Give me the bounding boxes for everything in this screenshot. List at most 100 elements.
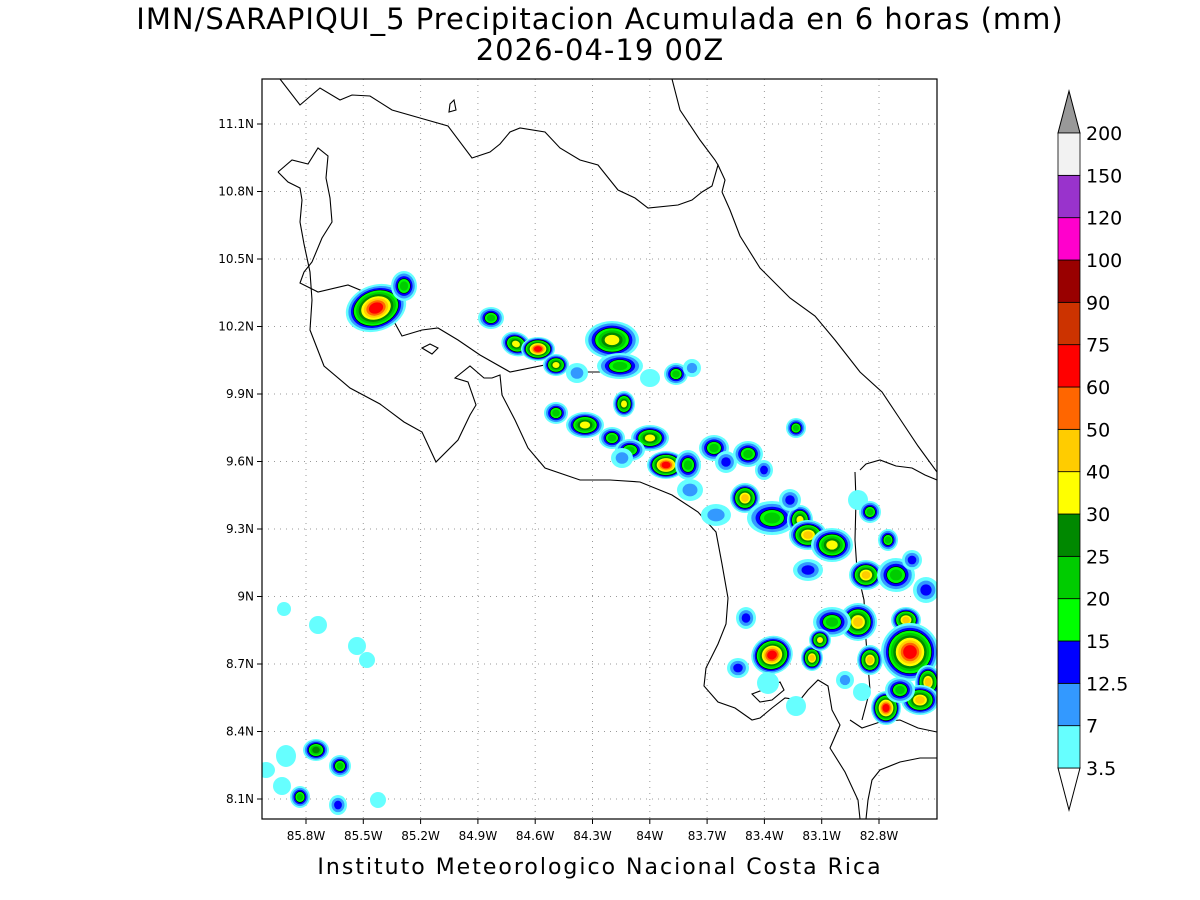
colorbar-swatch bbox=[1057, 555, 1081, 600]
precip-cell bbox=[885, 677, 915, 703]
precip-cell bbox=[566, 363, 588, 383]
precip-cell bbox=[751, 635, 793, 675]
precip-contour-c3 bbox=[757, 672, 779, 694]
colorbar-swatch bbox=[1057, 513, 1081, 557]
lat-tick-label: 9.3N bbox=[226, 522, 254, 536]
lake-cote bbox=[420, 343, 439, 355]
precip-cell bbox=[276, 745, 296, 767]
precip-contour-c3 bbox=[276, 745, 296, 767]
precip-cell bbox=[543, 354, 569, 376]
precip-contour-c20 bbox=[612, 361, 628, 371]
precip-contour-c40 bbox=[809, 654, 815, 662]
colorbar-label: 3.5 bbox=[1086, 758, 1116, 780]
precip-contour-c30 bbox=[826, 540, 838, 550]
precip-contour-c3 bbox=[640, 369, 660, 387]
precip-cell bbox=[664, 363, 688, 385]
map-plot-area bbox=[262, 79, 937, 819]
coastline-caribbean bbox=[671, 79, 937, 473]
lat-tick-label: 9.6N bbox=[226, 455, 254, 469]
lon-tick-label: 83.4W bbox=[745, 829, 784, 843]
map-frame bbox=[261, 78, 938, 820]
precip-cell bbox=[544, 402, 568, 424]
precip-cell bbox=[836, 671, 854, 689]
precip-cell bbox=[811, 528, 853, 562]
precip-cell bbox=[370, 792, 386, 808]
precip-contour-c3 bbox=[370, 792, 386, 808]
precip-cell bbox=[290, 786, 310, 808]
precip-cell bbox=[793, 559, 823, 581]
precip-contour-c3 bbox=[359, 652, 375, 668]
colorbar-label: 90 bbox=[1086, 292, 1110, 314]
precip-contour-c7 bbox=[615, 452, 629, 464]
precip-contour-c60 bbox=[882, 704, 890, 712]
colorbar-label: 50 bbox=[1086, 419, 1110, 441]
colorbar-label: 30 bbox=[1086, 504, 1110, 526]
lat-tick-label: 10.2N bbox=[218, 320, 254, 334]
map-valid-time: 2026-04-19 00Z bbox=[475, 33, 725, 67]
colorbar-swatch bbox=[1057, 174, 1081, 219]
precip-contour-c20 bbox=[672, 370, 680, 378]
precip-contour-c60 bbox=[368, 302, 384, 314]
island-ometepe bbox=[448, 98, 457, 113]
precip-cell bbox=[611, 448, 633, 468]
precip-cell bbox=[755, 460, 773, 480]
colorbar-label: 12.5 bbox=[1086, 673, 1128, 695]
colorbar-swatch bbox=[1057, 471, 1081, 515]
precip-contour-c40 bbox=[741, 494, 749, 502]
precip-cell bbox=[478, 307, 504, 329]
map-axes: 11.1N 10.8N 10.5N 10.2N 9.9N 9.6N 9.3N 9N 8.7N 8.… bbox=[218, 117, 898, 843]
lat-tick-label: 10.8N bbox=[218, 185, 254, 199]
precip-contour-c20 bbox=[884, 536, 892, 544]
precip-contour-c30 bbox=[512, 340, 520, 348]
border-nicaragua-costarica bbox=[277, 147, 600, 373]
lon-tick-label: 84.6W bbox=[516, 829, 555, 843]
precip-contour-c60 bbox=[903, 645, 917, 659]
precip-cell bbox=[699, 435, 729, 461]
precip-contour-c20 bbox=[486, 314, 496, 322]
lon-tick-label: 83.1W bbox=[802, 829, 841, 843]
precip-contour-c30 bbox=[552, 362, 560, 368]
precip-cell bbox=[359, 652, 375, 668]
precip-contour-c40 bbox=[866, 656, 874, 664]
precip-cell bbox=[273, 777, 291, 795]
precip-contour-c60 bbox=[767, 650, 777, 660]
coastline-nicaragua-pacific bbox=[279, 79, 726, 209]
colorbar-over-arrow bbox=[1057, 89, 1081, 134]
precip-contour-c20 bbox=[825, 617, 839, 627]
precip-cell bbox=[521, 337, 555, 361]
precip-contour-c30 bbox=[644, 434, 656, 442]
precip-cell bbox=[839, 603, 877, 641]
lat-tick-label: 8.4N bbox=[226, 725, 254, 739]
precip-contour-c40 bbox=[924, 677, 932, 687]
precip-colorbar: 3.5 7 12.5 15 20 25 30 40 50 60 75 90 100 120 150 200 bbox=[1057, 89, 1128, 812]
precip-contour-c7 bbox=[707, 508, 725, 522]
precip-contour-c30 bbox=[621, 400, 627, 408]
precip-cell bbox=[715, 451, 737, 473]
precip-cell bbox=[730, 483, 760, 513]
lon-tick-label: 82.8W bbox=[860, 829, 899, 843]
footer-credit: Instituto Meteorologico Nacional Costa R… bbox=[317, 855, 883, 880]
colorbar-swatch bbox=[1057, 725, 1081, 769]
precip-contour-c20 bbox=[743, 449, 753, 459]
precip-contour-c30 bbox=[604, 334, 620, 346]
lat-tick-label: 8.7N bbox=[226, 657, 254, 671]
precip-cell bbox=[640, 369, 660, 387]
lon-tick-label: 85.8W bbox=[287, 829, 326, 843]
colorbar-swatch bbox=[1057, 386, 1081, 430]
precip-contour-c40 bbox=[803, 531, 813, 539]
precip-cell bbox=[597, 353, 643, 379]
precip-cell bbox=[701, 504, 731, 526]
precip-contour-c60 bbox=[534, 346, 542, 352]
lat-tick-label: 9.9N bbox=[226, 387, 254, 401]
precip-contour-c40 bbox=[861, 571, 871, 579]
colorbar-label: 60 bbox=[1086, 377, 1110, 399]
colorbar-swatch bbox=[1057, 682, 1081, 727]
colorbar-swatch bbox=[1057, 344, 1081, 388]
precip-cell bbox=[329, 795, 347, 815]
precip-contour-c7 bbox=[570, 367, 584, 379]
precip-contour-c20 bbox=[866, 508, 874, 516]
colorbar-label: 20 bbox=[1086, 589, 1110, 611]
precip-cell bbox=[727, 658, 749, 678]
precip-cell bbox=[262, 762, 275, 778]
colorbar-label: 15 bbox=[1086, 631, 1110, 653]
